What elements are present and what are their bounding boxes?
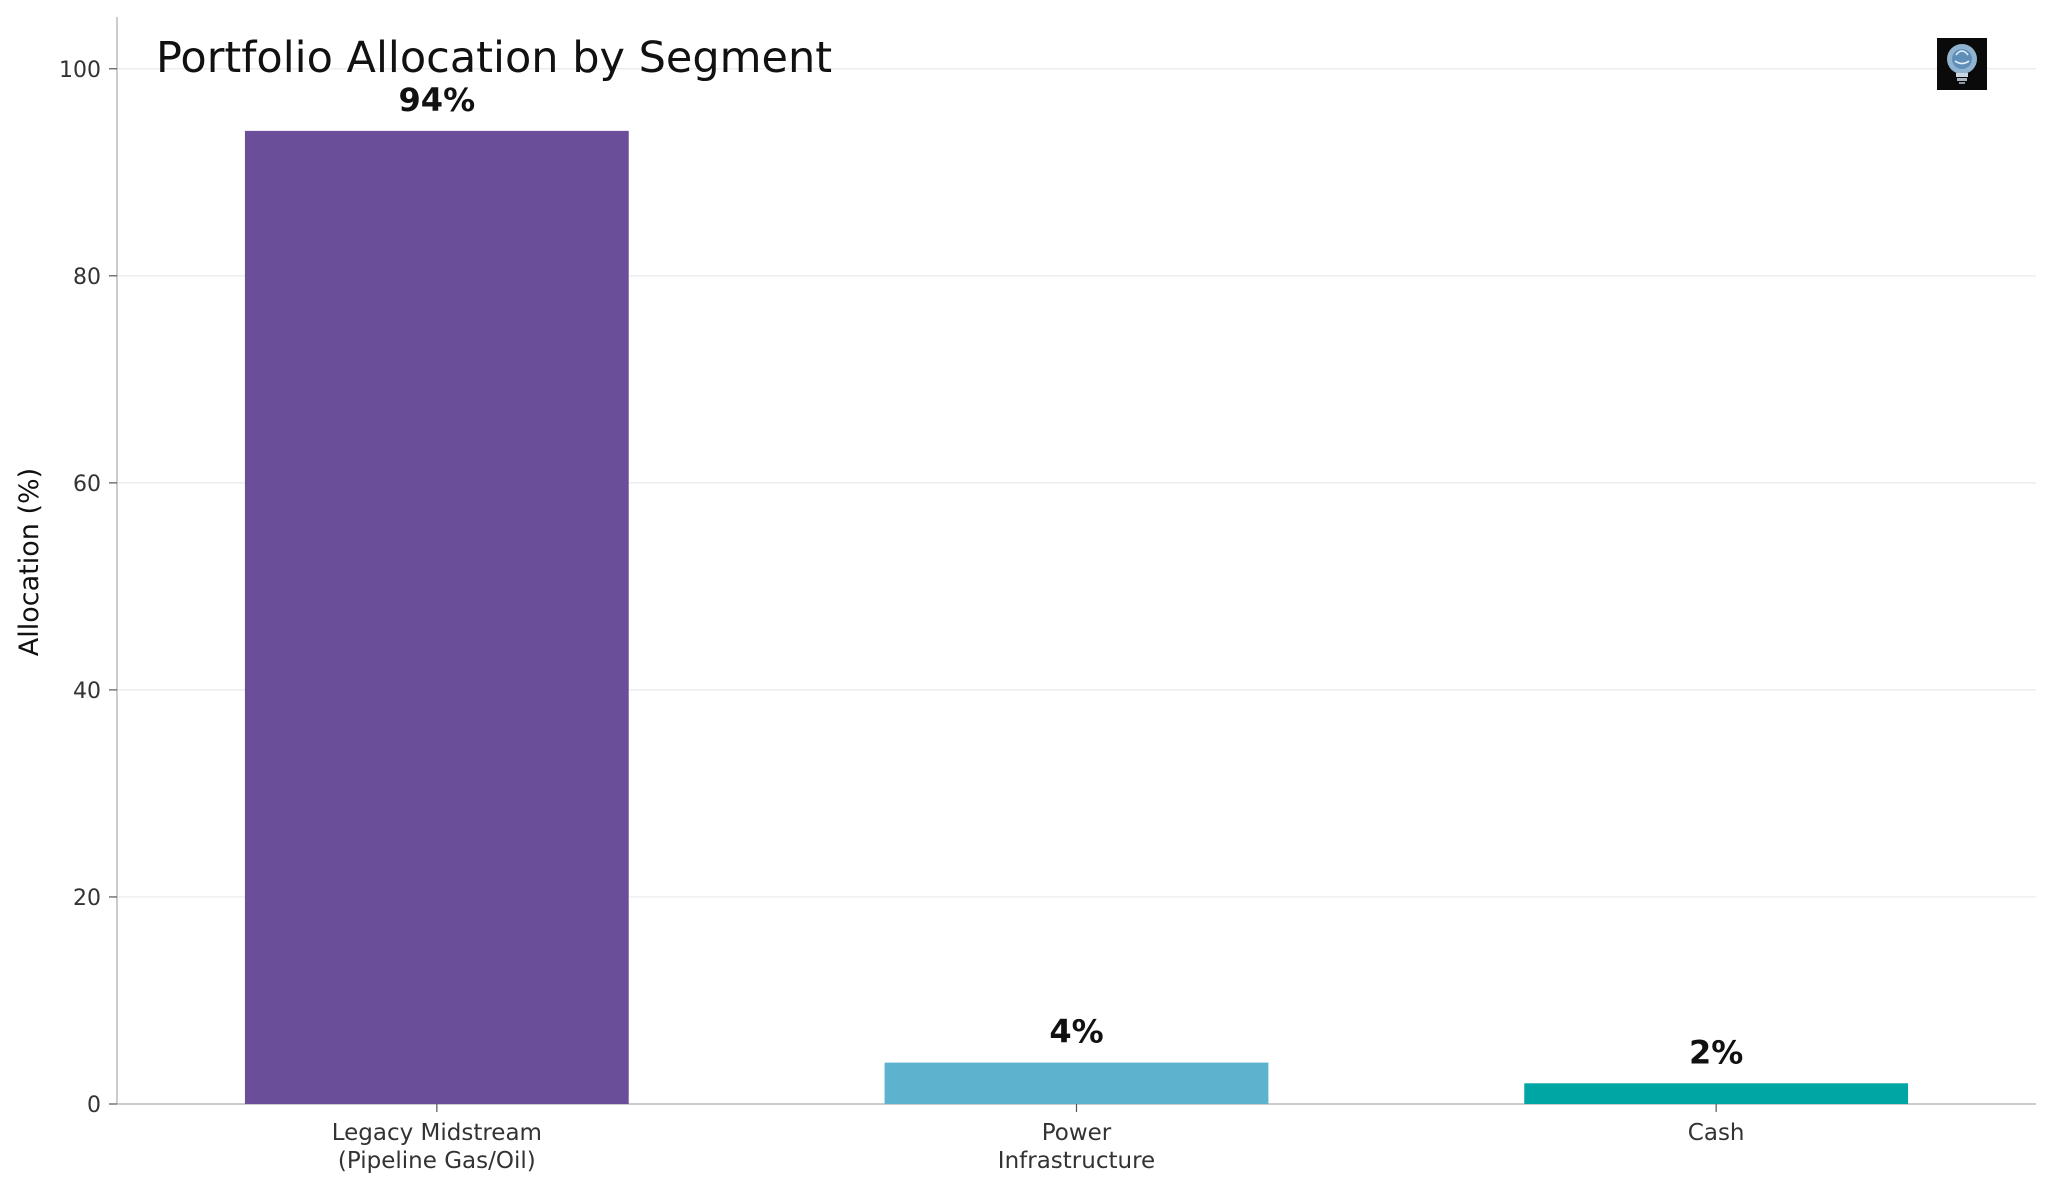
x-category-label: Cash [1688,1120,1745,1146]
x-category-labels: Legacy Midstream (Pipeline Gas/Oil) Power I… [332,1104,1745,1174]
data-label: 4% [1049,1013,1103,1051]
bars [244,130,1909,1104]
y-tick-label: 80 [73,265,101,290]
bar [1524,1083,1909,1104]
data-label: 2% [1689,1033,1743,1071]
y-axis-title: Allocation (%) [14,468,45,656]
y-tick-label: 20 [73,886,101,911]
bar [884,1062,1269,1104]
y-tick-label: 0 [87,1093,101,1118]
bar [244,130,629,1104]
lightbulb-brain-icon [1937,38,1987,90]
x-category-label: Legacy Midstream (Pipeline Gas/Oil) [332,1120,542,1174]
chart-title: Portfolio Allocation by Segment [156,33,832,83]
y-tick-label: 40 [73,679,101,704]
data-labels: 94% 4% 2% [399,81,1744,1071]
y-tick-label: 60 [73,472,101,497]
data-label: 94% [399,81,476,119]
y-ticks: 0 20 40 60 80 100 [59,58,117,1118]
x-category-label: Power Infrastructure [998,1120,1155,1174]
y-tick-label: 100 [59,58,101,83]
